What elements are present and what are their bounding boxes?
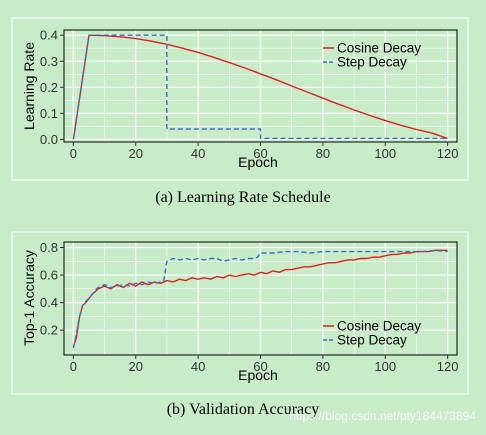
learning-rate-y-tick-label: 0.2 bbox=[40, 80, 58, 95]
accuracy-y-tick-label: 0.2 bbox=[40, 323, 58, 338]
learning-rate-x-tick-label: 20 bbox=[129, 146, 143, 161]
learning-rate-x-axis-label: Epoch bbox=[238, 154, 278, 170]
accuracy-y-axis-label: Top-1 Accuracy bbox=[21, 250, 37, 346]
legend-step-label: Step Decay bbox=[337, 333, 407, 348]
watermark: https://blog.csdn.net/pty184473894 bbox=[289, 409, 476, 423]
accuracy-series-cosine-line bbox=[72, 249, 448, 347]
accuracy-x-tick-label: 120 bbox=[437, 359, 459, 374]
learning-rate-series-step-line bbox=[72, 34, 448, 140]
legend-cosine-label: Cosine Decay bbox=[337, 319, 421, 334]
learning-rate-x-tick-label: 100 bbox=[374, 146, 396, 161]
learning-rate-caption: (a) Learning Rate Schedule bbox=[155, 189, 330, 206]
accuracy-series-step-line bbox=[72, 249, 448, 349]
accuracy-chart: 0 20 40 60 80 100 120 0.2 0.4 0.6 0.8 Epoch Top-1 … bbox=[11, 231, 469, 395]
learning-rate-y-axis-label: Learning Rate bbox=[21, 42, 37, 130]
accuracy-legend: Cosine Decay Step Decay bbox=[323, 319, 421, 348]
accuracy-x-tick-label: 0 bbox=[70, 359, 77, 374]
learning-rate-x-tick-label: 0 bbox=[70, 146, 77, 161]
learning-rate-chart-frame bbox=[11, 17, 469, 181]
learning-rate-y-tick-label: 0.0 bbox=[40, 132, 58, 147]
learning-rate-y-tick-label: 0.3 bbox=[40, 54, 58, 69]
learning-rate-series-cosine-line bbox=[72, 34, 448, 140]
accuracy-series bbox=[72, 249, 448, 349]
learning-rate-x-tick-label: 40 bbox=[191, 146, 205, 161]
accuracy-y-tick-label: 0.8 bbox=[40, 240, 58, 255]
legend-cosine-label: Cosine Decay bbox=[337, 41, 421, 56]
accuracy-x-tick-label: 20 bbox=[129, 359, 143, 374]
accuracy-x-axis-label: Epoch bbox=[238, 367, 278, 383]
learning-rate-legend: Cosine Decay Step Decay bbox=[323, 41, 421, 70]
learning-rate-y-tick-label: 0.1 bbox=[40, 106, 58, 121]
accuracy-x-tick-label: 100 bbox=[374, 359, 396, 374]
accuracy-chart-frame bbox=[11, 231, 469, 395]
learning-rate-x-tick-label: 120 bbox=[437, 146, 459, 161]
accuracy-grid bbox=[64, 242, 457, 355]
accuracy-x-tick-label: 80 bbox=[316, 359, 330, 374]
learning-rate-ticks: 0 20 40 60 80 100 120 0.0 0.1 0.2 0.3 0.4 bbox=[40, 28, 459, 161]
learning-rate-x-tick-label: 60 bbox=[253, 146, 267, 161]
accuracy-ticks: 0 20 40 60 80 100 120 0.2 0.4 0.6 0.8 bbox=[40, 240, 459, 374]
accuracy-y-tick-label: 0.4 bbox=[40, 295, 58, 310]
accuracy-y-tick-label: 0.6 bbox=[40, 268, 58, 283]
learning-rate-chart: 0 20 40 60 80 100 120 0.0 0.1 0.2 0.3 0.4 Epoch Lea… bbox=[11, 17, 469, 181]
accuracy-caption: (b) Validation Accuracy bbox=[167, 401, 320, 418]
legend-step-label: Step Decay bbox=[337, 55, 407, 70]
accuracy-x-tick-label: 40 bbox=[191, 359, 205, 374]
accuracy-x-tick-label: 60 bbox=[253, 359, 267, 374]
learning-rate-y-tick-label: 0.4 bbox=[40, 28, 58, 43]
learning-rate-series bbox=[72, 34, 448, 140]
learning-rate-x-tick-label: 80 bbox=[316, 146, 330, 161]
